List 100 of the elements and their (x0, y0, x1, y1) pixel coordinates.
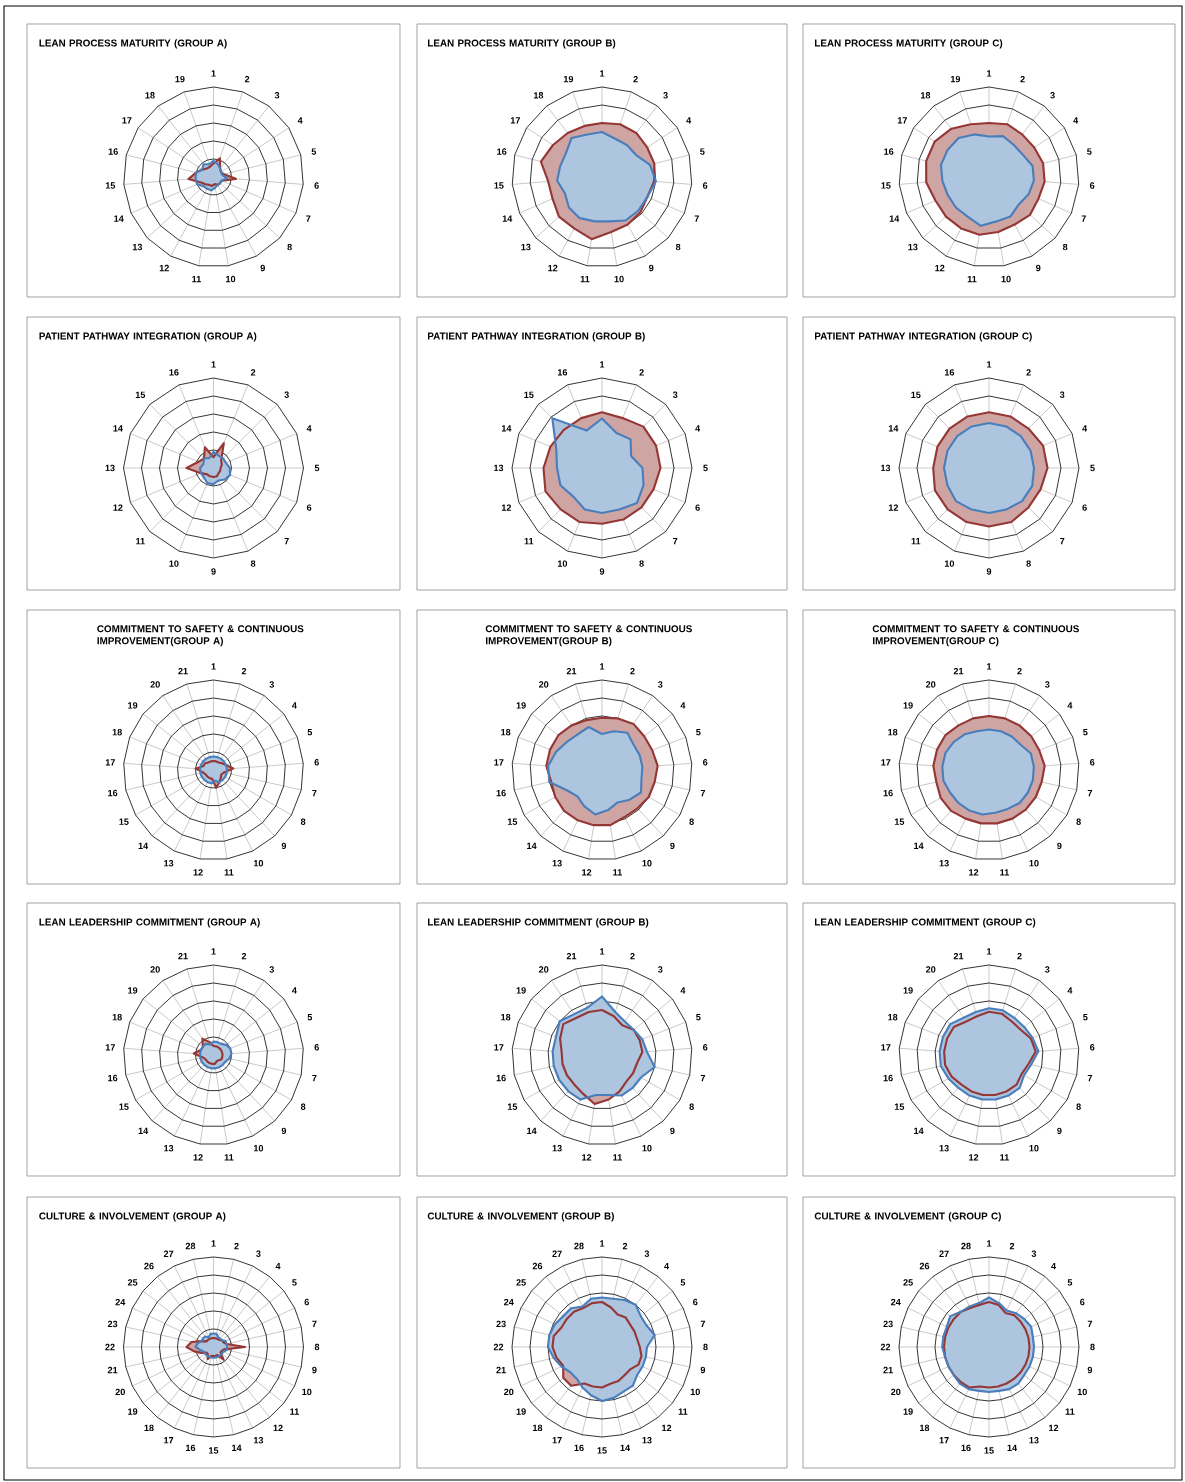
spoke-label: 16 (185, 1444, 196, 1452)
spoke-label: 8 (300, 818, 306, 825)
spoke-label: 9 (211, 568, 216, 575)
spoke-label: 3 (1031, 1250, 1037, 1257)
spoke-label: 10 (642, 860, 652, 867)
spoke-label: 7 (1081, 215, 1086, 222)
spoke-label: 9 (670, 842, 675, 850)
spoke-label: 5 (1090, 464, 1095, 472)
spoke-label: 11 (967, 275, 977, 283)
spoke-label: 5 (314, 464, 320, 472)
spoke-label: 12 (1049, 1424, 1059, 1432)
spoke-label: 16 (944, 369, 955, 376)
spoke-label: 5 (696, 729, 701, 736)
spoke-label: 11 (224, 1154, 234, 1161)
spoke-label: 12 (969, 1154, 979, 1161)
spoke-label: 7 (700, 1074, 706, 1082)
spoke-label: 3 (644, 1250, 650, 1257)
spoke-label: 19 (128, 1408, 138, 1415)
spoke-label: 16 (961, 1444, 971, 1452)
spoke-label: 18 (112, 1013, 122, 1021)
spoke-label: 10 (226, 275, 236, 283)
spoke-label: 13 (164, 860, 174, 867)
spoke-label: 22 (105, 1343, 115, 1351)
spoke-label: 2 (250, 369, 256, 376)
spoke-label: 4 (1051, 1262, 1056, 1270)
spoke-label: 7 (1087, 1074, 1093, 1082)
spoke-label: 1 (600, 948, 605, 955)
chart-title: COMMITMENT TO SAFETY & CONTINUOUS IMPROVEMENT(GROUP C) (872, 625, 1079, 647)
spoke-label: 2 (244, 75, 250, 83)
spoke-label: 17 (552, 1437, 562, 1444)
spoke-label: 2 (241, 952, 247, 960)
spoke-label: 8 (287, 243, 292, 251)
spoke-label: 12 (548, 264, 558, 272)
spoke-label: 17 (164, 1437, 174, 1444)
spoke-label: 10 (1001, 275, 1011, 283)
spoke-label: 18 (888, 1013, 898, 1021)
spoke-label: 21 (107, 1366, 118, 1374)
spoke-label: 4 (695, 425, 701, 432)
spoke-label: 11 (224, 869, 234, 876)
spoke-label: 6 (314, 1044, 319, 1051)
spoke-label: 20 (891, 1388, 901, 1396)
chart-title: LEAN LEADERSHIP COMMITMENT (GROUP C) (815, 918, 1036, 928)
spoke-label: 28 (574, 1242, 584, 1250)
spoke-label: 6 (703, 759, 708, 766)
spoke-label: 1 (211, 1240, 216, 1247)
spoke-label: 1 (600, 361, 605, 368)
spoke-label: 16 (883, 789, 893, 797)
spoke-label: 12 (501, 504, 512, 511)
chart-title: LEAN LEADERSHIP COMMITMENT (GROUP A) (39, 918, 260, 928)
spoke-label: 15 (119, 818, 129, 825)
spoke-label: 18 (501, 1013, 511, 1021)
spoke-label: 3 (1044, 966, 1050, 973)
spoke-label: 19 (903, 1408, 913, 1415)
spoke-label: 8 (703, 1343, 708, 1351)
spoke-label: 17 (939, 1437, 949, 1444)
spoke-label: 22 (880, 1343, 891, 1351)
spoke-label: 15 (507, 1103, 518, 1110)
spoke-label: 20 (115, 1388, 125, 1396)
spoke-label: 15 (881, 182, 891, 189)
spoke-label: 13 (552, 860, 562, 867)
spoke-label: 18 (533, 92, 544, 99)
spoke-label: 21 (178, 667, 188, 675)
spoke-label: 4 (1067, 702, 1073, 709)
spoke-label: 15 (894, 818, 905, 825)
spoke-label: 20 (150, 681, 160, 688)
chart-title: LEAN PROCESS MATURITY (GROUP A) (39, 39, 227, 49)
spoke-label: 27 (552, 1250, 562, 1257)
spoke-label: 13 (253, 1437, 264, 1444)
spoke-label: 2 (1009, 1242, 1015, 1250)
spoke-label: 14 (232, 1444, 242, 1452)
spoke-label: 8 (1090, 1343, 1095, 1351)
spoke-label: 5 (307, 729, 313, 736)
spoke-label: 20 (504, 1388, 514, 1396)
spoke-label: 21 (496, 1366, 506, 1374)
spoke-label: 8 (675, 243, 681, 251)
spoke-label: 10 (253, 860, 264, 867)
spoke-label: 6 (306, 504, 312, 511)
spoke-label: 3 (657, 681, 663, 688)
spoke-label: 18 (112, 728, 122, 736)
spoke-label: 4 (292, 987, 297, 994)
spoke-label: 2 (1017, 952, 1022, 960)
spoke-label: 18 (144, 1424, 154, 1432)
spoke-label: 8 (639, 560, 644, 567)
spoke-label: 11 (613, 1154, 622, 1161)
spoke-label: 17 (494, 1044, 504, 1051)
spoke-label: 7 (312, 789, 317, 797)
spoke-label: 2 (234, 1242, 239, 1250)
spoke-label: 15 (135, 391, 146, 398)
spoke-label: 5 (292, 1279, 297, 1286)
spoke-label: 20 (925, 681, 936, 688)
spoke-label: 5 (307, 1014, 313, 1021)
spoke-label: 2 (1020, 75, 1025, 83)
spoke-label: 8 (1062, 243, 1068, 251)
spoke-label: 8 (300, 1103, 306, 1110)
spoke-label: 5 (696, 1014, 701, 1021)
spoke-label: 17 (897, 117, 907, 124)
spoke-label: 12 (113, 504, 123, 511)
spoke-label: 20 (150, 966, 160, 973)
spoke-label: 2 (630, 952, 635, 960)
spoke-label: 19 (563, 75, 574, 83)
